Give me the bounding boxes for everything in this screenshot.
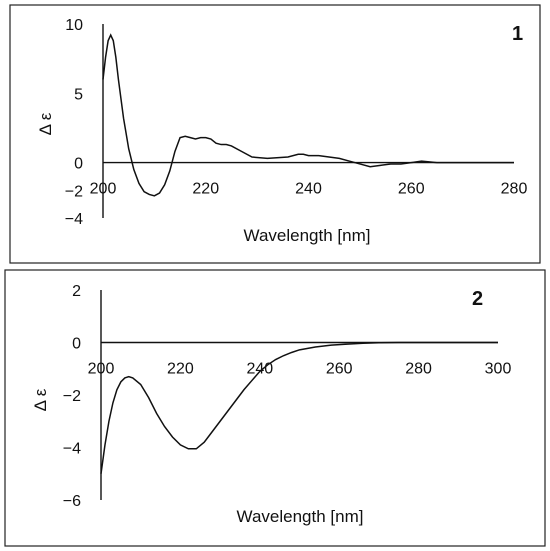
panel-2-frame (4, 269, 546, 547)
panel-1-y-axis-label: Δ ε (36, 112, 55, 135)
panel-1-y-tick-label: −4 (65, 211, 83, 228)
panel-2-y-tick-label: 2 (72, 283, 81, 300)
panel-1-x-tick-label: 220 (192, 181, 219, 198)
panel-1-x-tick-label: 280 (501, 181, 528, 198)
panel-1-y-tick-label: 10 (65, 17, 83, 34)
panel-2-y-axis-label: Δ ε (31, 388, 50, 411)
panel-1-tag: 1 (512, 23, 523, 45)
panel-2: 2 Wavelength [nm] Δ ε −6−4−202 200 220 240… (4, 269, 546, 547)
panel-1-x-tick-label: 240 (295, 181, 322, 198)
panel-2-y-tick-label: 0 (72, 336, 81, 353)
panel-2-y-tick-label: −2 (63, 388, 81, 405)
panel-2-x-tick-label: 220 (167, 361, 194, 378)
panel-2-cd-curve (100, 341, 498, 474)
panel-1-cd-curve (102, 33, 514, 197)
panel-1-x-tick-label: 260 (398, 181, 425, 198)
panel-2-y-tick-label: −6 (63, 493, 81, 510)
panel-2-x-tick-label: 260 (326, 361, 353, 378)
panel-2-tag: 2 (472, 288, 483, 310)
panel-2-x-tick-label: 280 (405, 361, 432, 378)
panel-1-y-tick-label: −2 (65, 183, 83, 200)
panel-2-x-tick-label: 300 (485, 361, 512, 378)
panel-2-x-axis-label: Wavelength [nm] (237, 507, 364, 526)
panel-2-y-tick-label: −4 (63, 441, 81, 458)
panel-1-frame (9, 4, 541, 264)
panel-1-y-tick-label: 5 (74, 86, 83, 103)
panel-1-x-axis-label: Wavelength [nm] (244, 226, 371, 245)
panel-2-x-tick-label: 240 (246, 361, 273, 378)
panel-1-y-tick-label: 0 (74, 156, 83, 173)
